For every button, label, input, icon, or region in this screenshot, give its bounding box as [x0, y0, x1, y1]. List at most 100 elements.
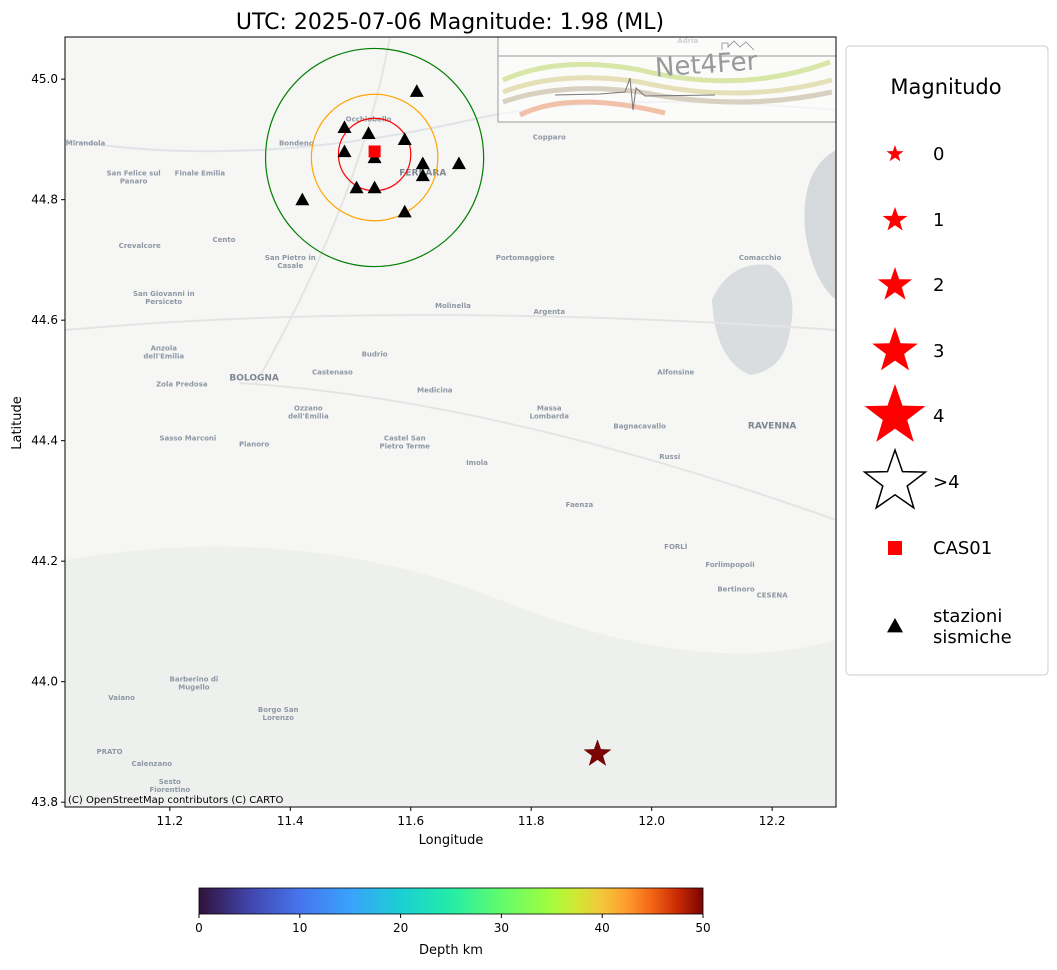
map-place-label-line: Borgo San: [258, 706, 299, 714]
map-place-label: Barberino di Mugello: [170, 676, 219, 692]
map-place-label: San Felice sul Panaro: [107, 170, 161, 186]
map-place-label-line: Imola: [466, 459, 488, 467]
map-place-label-line: Sesto: [159, 778, 181, 786]
map-area: Mirandola San Felice sul Panaro Finale Emil…: [65, 37, 836, 807]
legend-star-icon: [886, 145, 904, 162]
axes: 11.2 11.4 11.6 11.8 12.0 12.2 43.8 44.0 44.2 44.4…: [31, 72, 785, 828]
x-tick-label: 11.4: [277, 814, 304, 828]
map-place-label: Finale Emilia: [175, 170, 226, 178]
y-axis-label: Latitude: [10, 396, 25, 450]
map-place-label: Calenzano: [131, 760, 172, 768]
y-tick-label: 44.6: [31, 313, 58, 327]
legend: Magnitudo 0 1 2 3 4 >4 CAS01 stazioni sismiche: [845, 45, 1049, 676]
event-marker: [583, 739, 612, 766]
colorbar-tick-label: 50: [695, 921, 710, 935]
road: [255, 37, 391, 384]
map-place-label: Crevalcore: [119, 242, 161, 250]
reference-station-square: [368, 145, 381, 158]
legend-label-line: 1: [933, 210, 944, 231]
map-place-label-line: Alfonsine: [657, 368, 694, 376]
map-place-label-line: Cento: [213, 236, 236, 244]
map-place-label-line: RAVENNA: [748, 422, 796, 432]
map-place-label-line: Russi: [659, 453, 680, 461]
map-place-label: Imola: [466, 459, 488, 467]
x-tick-label: 11.2: [156, 814, 183, 828]
map-place-label: Cento: [213, 236, 236, 244]
map-place-label: FORLÌ: [664, 542, 687, 551]
map-place-label: Faenza: [566, 501, 594, 509]
colorbar-tick-label: 10: [292, 921, 307, 935]
map-place-label: Vaiano: [108, 694, 135, 702]
map-place-label-line: Castenaso: [312, 368, 353, 376]
map-place-label-line: Lorenzo: [263, 714, 295, 722]
map-place-label-line: Persiceto: [145, 298, 182, 306]
map-place-label: PRATO: [97, 748, 123, 756]
map-place-label-line: PRATO: [97, 748, 123, 756]
reference-station: [368, 145, 381, 158]
legend-star-icon: [872, 327, 918, 371]
legend-label-line: 3: [933, 341, 944, 362]
attribution: (C) OpenStreetMap contributors (C) CARTO: [68, 795, 283, 806]
y-tick-label: 44.8: [31, 193, 58, 207]
map-place-label: Molinella: [435, 302, 471, 310]
legend-label-line: 4: [933, 406, 944, 427]
map-place-label-line: Vaiano: [108, 694, 135, 702]
map-place-label-line: Massa: [537, 405, 562, 413]
map-place-label-line: Bertinoro: [717, 585, 755, 593]
map-place-label: Budrio: [362, 350, 388, 358]
x-axis-label: Longitude: [419, 833, 484, 848]
legend-label: 2: [933, 275, 944, 296]
map-place-label-line: Budrio: [362, 350, 388, 358]
road: [65, 314, 836, 331]
map-place-label: Borgo San Lorenzo: [258, 706, 299, 722]
station-triangle-marker: [367, 180, 382, 194]
map-place-label: Castel San Pietro Terme: [380, 435, 431, 451]
map-place-label-line: Lombarda: [530, 413, 570, 421]
map-place-label: Argenta: [533, 308, 565, 316]
map-place-label: Massa Lombarda: [530, 405, 570, 421]
map-place-label-line: Pianoro: [239, 441, 269, 449]
y-tick-label: 45.0: [31, 72, 58, 86]
legend-label-line: CAS01: [933, 538, 992, 559]
map-place-label-line: Molinella: [435, 302, 471, 310]
lagoon: [712, 264, 793, 375]
map-place-label-line: Anzola: [151, 344, 178, 352]
colorbar-tick-label: 30: [494, 921, 509, 935]
map-place-label-line: Argenta: [533, 308, 565, 316]
legend-square-icon: [888, 541, 902, 555]
map-place-label-line: Zola Predosa: [156, 380, 208, 388]
map-place-label-line: Crevalcore: [119, 242, 161, 250]
x-tick-label: 12.2: [759, 814, 786, 828]
hills-shading: [65, 546, 836, 807]
map-place-label-line: Portomaggiore: [496, 254, 555, 262]
legend-star-icon: [882, 207, 908, 231]
station-triangle-marker: [397, 132, 412, 146]
x-tick-label: 11.8: [518, 814, 545, 828]
map-place-label-line: San Pietro in: [265, 254, 316, 262]
map-place-label-line: Castel San: [384, 435, 426, 443]
map-place-label: Ozzano dell'Emilia: [288, 405, 329, 421]
station-triangle-marker: [349, 180, 364, 194]
map-place-label-line: Copparo: [533, 133, 566, 141]
map-place-label-line: dell'Emilia: [143, 352, 184, 360]
map-place-label: Bagnacavallo: [613, 423, 666, 431]
map-place-label: San Pietro in Casale: [265, 254, 316, 270]
road: [239, 382, 836, 521]
map-place-label-line: dell'Emilia: [288, 413, 329, 421]
sea: [804, 150, 836, 300]
legend-box: [845, 45, 1049, 676]
legend-label: 3: [933, 341, 944, 362]
station-triangle-marker: [451, 156, 466, 170]
colorbar-tick-label: 0: [195, 921, 203, 935]
logo-text: Net4Fer: [654, 46, 759, 83]
plot-title: UTC: 2025-07-06 Magnitude: 1.98 (ML): [236, 10, 664, 35]
map-place-label-line: Mirandola: [66, 139, 106, 147]
map-place-label-line: Comacchio: [739, 254, 782, 262]
map-place-label: Pianoro: [239, 441, 269, 449]
station-triangle-marker: [415, 168, 430, 182]
map-place-label: Mirandola: [66, 139, 106, 147]
map-place-label-line: Bagnacavallo: [613, 423, 666, 431]
station-triangle-marker: [415, 156, 430, 170]
map-place-label: Sesto Fiorentino: [149, 778, 190, 794]
map-place-label-line: Forlimpopoli: [705, 561, 754, 569]
